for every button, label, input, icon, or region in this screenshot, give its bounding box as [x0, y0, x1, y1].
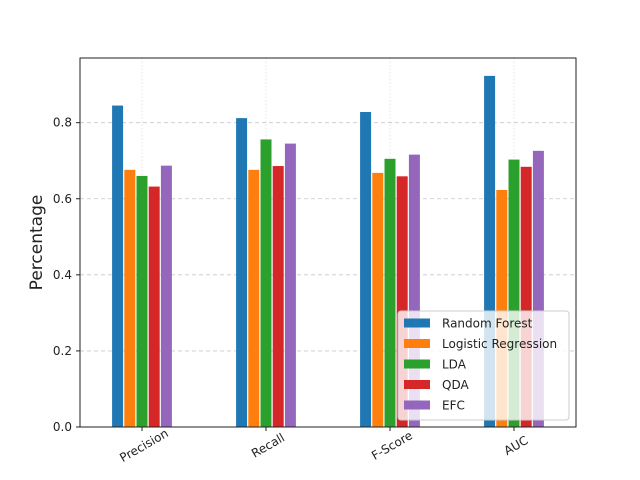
y-tick-label: 0.0 [53, 420, 72, 434]
bar [160, 165, 172, 427]
legend-label: Random Forest [442, 317, 533, 331]
legend-swatch [404, 359, 430, 369]
y-axis-label: Percentage [27, 195, 47, 291]
bar [112, 105, 124, 427]
x-tick-label: F-Score [369, 428, 415, 463]
bar [408, 154, 420, 427]
y-tick-label: 0.4 [53, 268, 72, 282]
bar [384, 158, 396, 428]
bar [520, 166, 532, 427]
legend-label: QDA [442, 378, 469, 392]
bar [248, 169, 260, 427]
bar [136, 175, 148, 427]
bar [124, 169, 136, 427]
y-tick-label: 0.6 [53, 192, 72, 206]
bar [484, 75, 496, 427]
bar [360, 112, 372, 427]
y-tick-label: 0.8 [53, 116, 72, 130]
bar [148, 186, 160, 427]
bar [372, 172, 384, 427]
legend-box [397, 310, 570, 421]
legend: Random Forest Logistic Regression LDA QDA EF… [397, 310, 570, 421]
bar [396, 176, 408, 427]
x-tick-label: Precision [117, 426, 170, 465]
legend-swatch [404, 380, 430, 389]
legend-swatch [404, 339, 430, 348]
bar [496, 190, 508, 427]
x-tick-label: Recall [249, 431, 287, 461]
y-tick-label: 0.2 [53, 344, 72, 358]
bar [272, 166, 284, 427]
bar [532, 150, 544, 427]
bar [260, 139, 272, 427]
legend-swatch [404, 400, 430, 410]
bars-layer [112, 75, 544, 428]
plot-frame [79, 57, 577, 428]
x-tick-label: AUC [502, 433, 531, 458]
legend-label: EFC [442, 399, 465, 413]
bar [236, 118, 248, 427]
legend-label: Logistic Regression [442, 337, 557, 351]
legend-label: LDA [442, 358, 467, 372]
bar [284, 143, 296, 428]
legend-swatch [404, 318, 430, 328]
bar [508, 159, 520, 427]
